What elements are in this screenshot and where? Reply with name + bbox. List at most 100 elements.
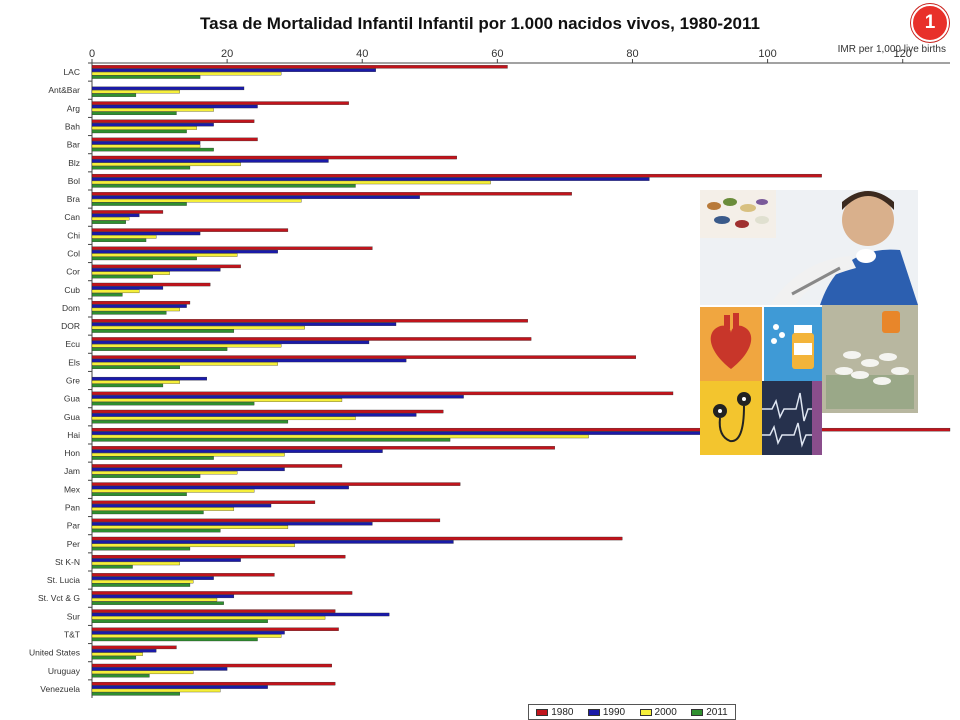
bar <box>91 307 180 312</box>
bar <box>91 630 285 635</box>
bar <box>91 119 255 123</box>
bar <box>91 583 191 587</box>
category-label: Sur <box>67 611 80 621</box>
bar <box>91 274 153 279</box>
category-label: Jam <box>64 466 80 476</box>
bar <box>91 528 221 533</box>
bar <box>91 670 194 675</box>
bar <box>91 264 241 269</box>
category-label: Bar <box>67 140 80 150</box>
category-label: United States <box>29 648 80 658</box>
category-label: Ecu <box>65 339 80 349</box>
bar <box>91 401 255 406</box>
category-label: Dom <box>62 303 80 313</box>
legend-label: 2011 <box>706 706 728 718</box>
bar <box>91 452 285 457</box>
bar <box>91 489 255 493</box>
x-tick-label: 40 <box>356 48 368 60</box>
heart-icon <box>700 307 762 381</box>
bar <box>91 547 191 551</box>
bar <box>91 155 457 160</box>
category-label: Hon <box>64 448 80 458</box>
bar <box>91 449 383 453</box>
category-label: St. Vct & G <box>38 593 80 603</box>
category-label: Col <box>67 249 80 259</box>
bar <box>91 228 289 232</box>
bar <box>91 358 407 363</box>
category-label: Cor <box>66 267 80 277</box>
bar <box>91 540 454 544</box>
category-label: Hai <box>67 430 80 440</box>
legend-swatch <box>536 708 549 716</box>
bar <box>91 235 157 239</box>
legend-swatch <box>691 708 704 716</box>
category-label: Cub <box>64 285 80 295</box>
bar <box>91 688 221 693</box>
bar <box>91 217 130 221</box>
bar <box>91 598 218 602</box>
bar <box>91 616 326 620</box>
x-tick-label: 0 <box>89 48 95 60</box>
bar <box>91 565 133 569</box>
bar <box>91 329 235 333</box>
category-label: Blz <box>68 158 80 168</box>
bar <box>91 256 197 261</box>
bar <box>91 467 285 472</box>
bar <box>91 376 208 381</box>
bar <box>91 304 187 308</box>
bar <box>91 253 238 257</box>
slide-number-badge: 1 <box>911 4 949 42</box>
health-image-collage <box>700 190 918 455</box>
bar <box>91 173 822 178</box>
bar <box>91 141 201 145</box>
bar <box>91 365 180 370</box>
bar <box>91 471 238 475</box>
category-label: Gre <box>66 376 80 386</box>
bar <box>91 202 187 206</box>
category-label: Per <box>67 539 80 549</box>
bar <box>91 395 464 399</box>
category-label: T&T <box>64 630 80 640</box>
bar <box>91 325 305 330</box>
category-label: Ant&Bar <box>48 85 80 95</box>
bar <box>91 655 137 660</box>
bar <box>91 685 268 689</box>
x-tick-label: 80 <box>626 48 638 60</box>
bar <box>91 144 201 148</box>
bar <box>91 561 180 566</box>
bar <box>91 525 289 529</box>
bar <box>91 147 214 152</box>
bar <box>91 500 316 504</box>
bar <box>91 344 282 348</box>
category-label: Venezuela <box>40 684 80 694</box>
legend-label: 1980 <box>551 706 574 718</box>
bar <box>91 300 191 305</box>
bar <box>91 210 164 214</box>
bar <box>91 282 211 287</box>
bar <box>91 126 197 130</box>
bar <box>91 380 180 384</box>
bar <box>91 601 224 605</box>
bar <box>91 485 349 490</box>
bar <box>91 510 204 515</box>
bar <box>91 591 353 595</box>
bar <box>91 166 191 170</box>
bar <box>91 220 126 224</box>
bar <box>91 692 180 696</box>
bar <box>91 293 123 297</box>
bar <box>91 649 157 653</box>
bar <box>91 427 951 432</box>
bar <box>91 612 390 617</box>
bar <box>91 536 623 541</box>
bar <box>91 637 258 642</box>
bar <box>91 68 376 72</box>
bar <box>91 652 143 656</box>
category-label: Chi <box>67 230 80 240</box>
bar <box>91 663 332 668</box>
bar <box>91 576 214 580</box>
bar <box>91 65 508 69</box>
category-label: Arg <box>67 103 81 113</box>
bar <box>91 543 295 548</box>
